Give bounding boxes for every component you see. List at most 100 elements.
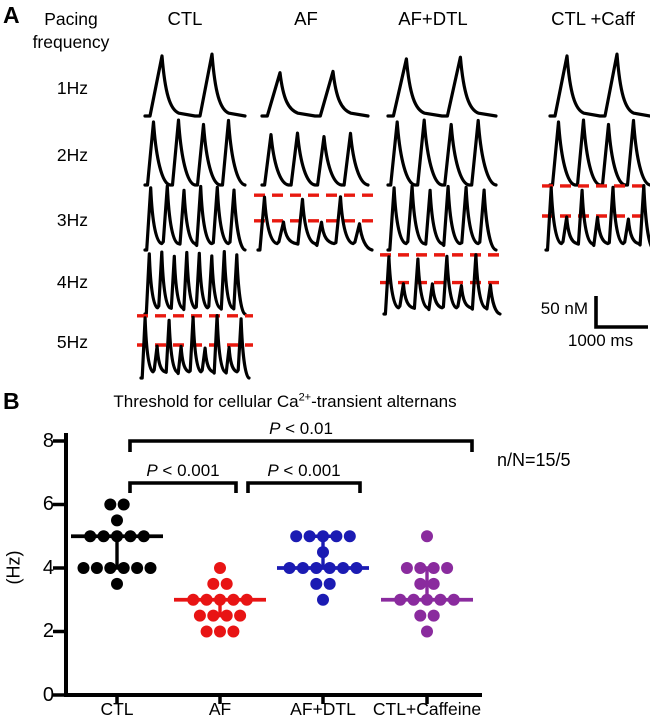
trace-CTLCaff-3Hz: [542, 184, 650, 252]
trace-CTLCaff-2Hz: [548, 118, 650, 187]
data-point: [330, 530, 343, 543]
data-point: [317, 593, 329, 606]
dot-group-CTL-Caffeine: [381, 530, 473, 638]
data-point: [290, 530, 303, 543]
trace-AFDTL-4Hz: [380, 253, 504, 316]
p-value-ctl-vs-caffeine: P < 0.01: [231, 419, 371, 439]
data-point: [117, 498, 130, 511]
trace-CTL-2Hz: [143, 118, 247, 187]
scale-bar-amplitude-label: 50 nM: [540, 299, 588, 318]
data-point: [104, 498, 117, 511]
chart-title: Threshold for cellular Ca2+-transient al…: [70, 392, 500, 412]
data-point: [427, 609, 440, 622]
data-point: [111, 514, 123, 527]
data-point: [303, 530, 316, 543]
column-header-af: AF: [294, 8, 318, 29]
trace-AF-1Hz: [260, 69, 370, 118]
calcium-transient-trace: [386, 184, 498, 252]
column-header-ctl-caff: CTL +Caff: [551, 8, 635, 29]
y-tick-6: 6: [42, 493, 54, 515]
data-point: [77, 562, 90, 574]
trace-CTL-4Hz: [143, 250, 247, 316]
dot-group-AF-DTL: [277, 530, 369, 606]
x-label-af: AF: [208, 699, 232, 719]
p-italic: P: [267, 461, 279, 480]
scale-bar-time-label: 1000 ms: [567, 331, 634, 350]
x-label-ctl: CTL: [100, 699, 134, 719]
trace-CTL-5Hz: [137, 314, 253, 380]
data-point: [421, 530, 433, 543]
bracket-p-0-01: [128, 439, 474, 452]
column-header-ctl: CTL: [167, 8, 203, 29]
p-value-ctl-vs-af: P < 0.001: [113, 461, 253, 481]
p-rest: < 0.01: [280, 419, 333, 438]
dot-group-CTL: [71, 498, 163, 590]
data-point: [227, 625, 240, 638]
calcium-transient-trace: [548, 52, 650, 118]
calcium-transient-trace: [260, 131, 370, 187]
data-point: [421, 625, 433, 638]
panel-a-label: A: [3, 2, 20, 28]
row-label-2hz: 2Hz: [56, 145, 88, 165]
data-point: [234, 609, 247, 622]
trace-AFDTL-1Hz: [386, 55, 498, 118]
calcium-transient-trace: [548, 118, 650, 187]
data-point: [220, 577, 233, 590]
calcium-transient-trace: [544, 184, 650, 252]
data-point: [90, 562, 103, 574]
column-header-af-dtl: AF+DTL: [398, 8, 468, 29]
sample-size-annotation: n/N=15/5: [497, 450, 571, 470]
data-point: [414, 577, 427, 590]
calcium-transient-trace: [143, 184, 247, 252]
y-tick-4: 4: [42, 557, 54, 579]
calcium-transient-trace: [386, 55, 498, 118]
data-point: [214, 562, 226, 574]
calcium-transient-trace: [386, 118, 498, 187]
scale-bar: [594, 296, 648, 329]
data-point: [427, 577, 440, 590]
p-italic: P: [146, 461, 158, 480]
pacing-frequency-line1: Pacing: [44, 9, 98, 29]
data-point: [343, 530, 356, 543]
axes: [53, 433, 482, 704]
chart-title-sup: 2+: [298, 391, 312, 404]
row-label-5hz: 5Hz: [56, 332, 88, 352]
x-label-ctl-caffeine: CTL+Caffeine: [372, 699, 482, 719]
p-italic: P: [269, 419, 281, 438]
calcium-transient-trace: [260, 69, 370, 118]
calcium-transient-trace: [256, 195, 374, 252]
dot-group-AF: [174, 562, 266, 638]
trace-AFDTL-2Hz: [386, 118, 498, 187]
panel-b-label: B: [3, 388, 20, 414]
calcium-transient-trace: [382, 253, 502, 316]
data-point: [214, 625, 226, 638]
y-tick-0: 0: [42, 684, 54, 706]
data-point: [193, 609, 206, 622]
trace-AF-3Hz: [254, 193, 376, 252]
data-point: [111, 577, 123, 590]
row-label-3hz: 3Hz: [56, 210, 88, 230]
pacing-frequency-header: Pacing frequency: [22, 8, 120, 54]
trace-CTL-3Hz: [143, 184, 247, 252]
data-point: [323, 577, 336, 590]
p-value-af-vs-afdtl: P < 0.001: [234, 461, 374, 481]
bracket-p-0-001-right: [246, 481, 362, 493]
data-point: [200, 625, 213, 638]
calcium-transient-trace: [139, 314, 251, 380]
data-point: [310, 577, 323, 590]
row-label-1hz: 1Hz: [56, 78, 88, 98]
trace-AF-2Hz: [260, 131, 370, 187]
data-point: [207, 577, 220, 590]
pacing-frequency-line2: frequency: [32, 31, 110, 52]
bracket-p-0-001-left: [128, 481, 238, 493]
calcium-transient-trace: [143, 250, 247, 316]
p-rest: < 0.001: [157, 461, 220, 480]
row-label-4hz: 4Hz: [56, 272, 88, 292]
chart-title-pre: Threshold for cellular Ca: [113, 392, 299, 411]
y-tick-8: 8: [42, 430, 54, 452]
trace-CTL-1Hz: [143, 52, 247, 118]
significance-brackets: [128, 439, 474, 493]
data-point: [414, 609, 427, 622]
calcium-transient-trace: [143, 52, 247, 118]
